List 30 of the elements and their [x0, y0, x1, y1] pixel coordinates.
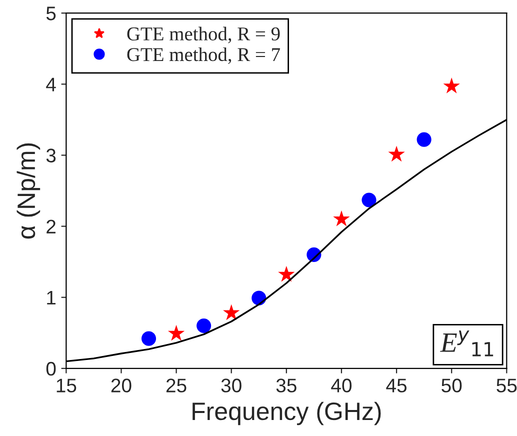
point [388, 146, 405, 162]
y-axis-title: α (Np/m) [16, 143, 40, 239]
x-tick-label: 20 [111, 378, 132, 392]
legend-label: GTE method, R = 7 [127, 47, 280, 64]
y-tick-label: 5 [46, 6, 56, 20]
x-tick-label: 15 [56, 378, 76, 392]
x-tick-label: 50 [442, 378, 462, 392]
point [223, 304, 240, 320]
x-axis-title: Frequency (GHz) [192, 402, 381, 426]
x-tick-label: 25 [166, 378, 186, 392]
point [416, 132, 432, 147]
point [141, 331, 156, 346]
y-tick-label: 4 [46, 78, 56, 92]
point [196, 318, 212, 334]
legend-label: GTE method, R = 9 [127, 26, 280, 44]
y-tick-label: 1 [47, 291, 56, 304]
y-tick-label: 2 [46, 220, 56, 234]
y-tick-label: 3 [46, 148, 56, 162]
x-tick-label: 40 [331, 378, 352, 392]
point [168, 324, 185, 341]
point [333, 210, 350, 226]
x-tick-label: 45 [386, 378, 407, 392]
annotation: E$^{y}$$_{11}$ [440, 330, 494, 356]
point [278, 266, 295, 282]
x-tick-label: 35 [276, 378, 296, 392]
x-tick-label: 30 [221, 378, 242, 392]
x-tick-label: 55 [496, 378, 517, 392]
point [362, 192, 376, 208]
point [443, 77, 460, 94]
y-tick-label: 0 [46, 362, 56, 376]
